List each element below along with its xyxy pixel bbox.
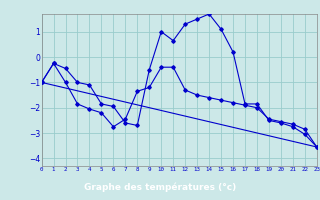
- Text: Graphe des températures (°c): Graphe des températures (°c): [84, 182, 236, 192]
